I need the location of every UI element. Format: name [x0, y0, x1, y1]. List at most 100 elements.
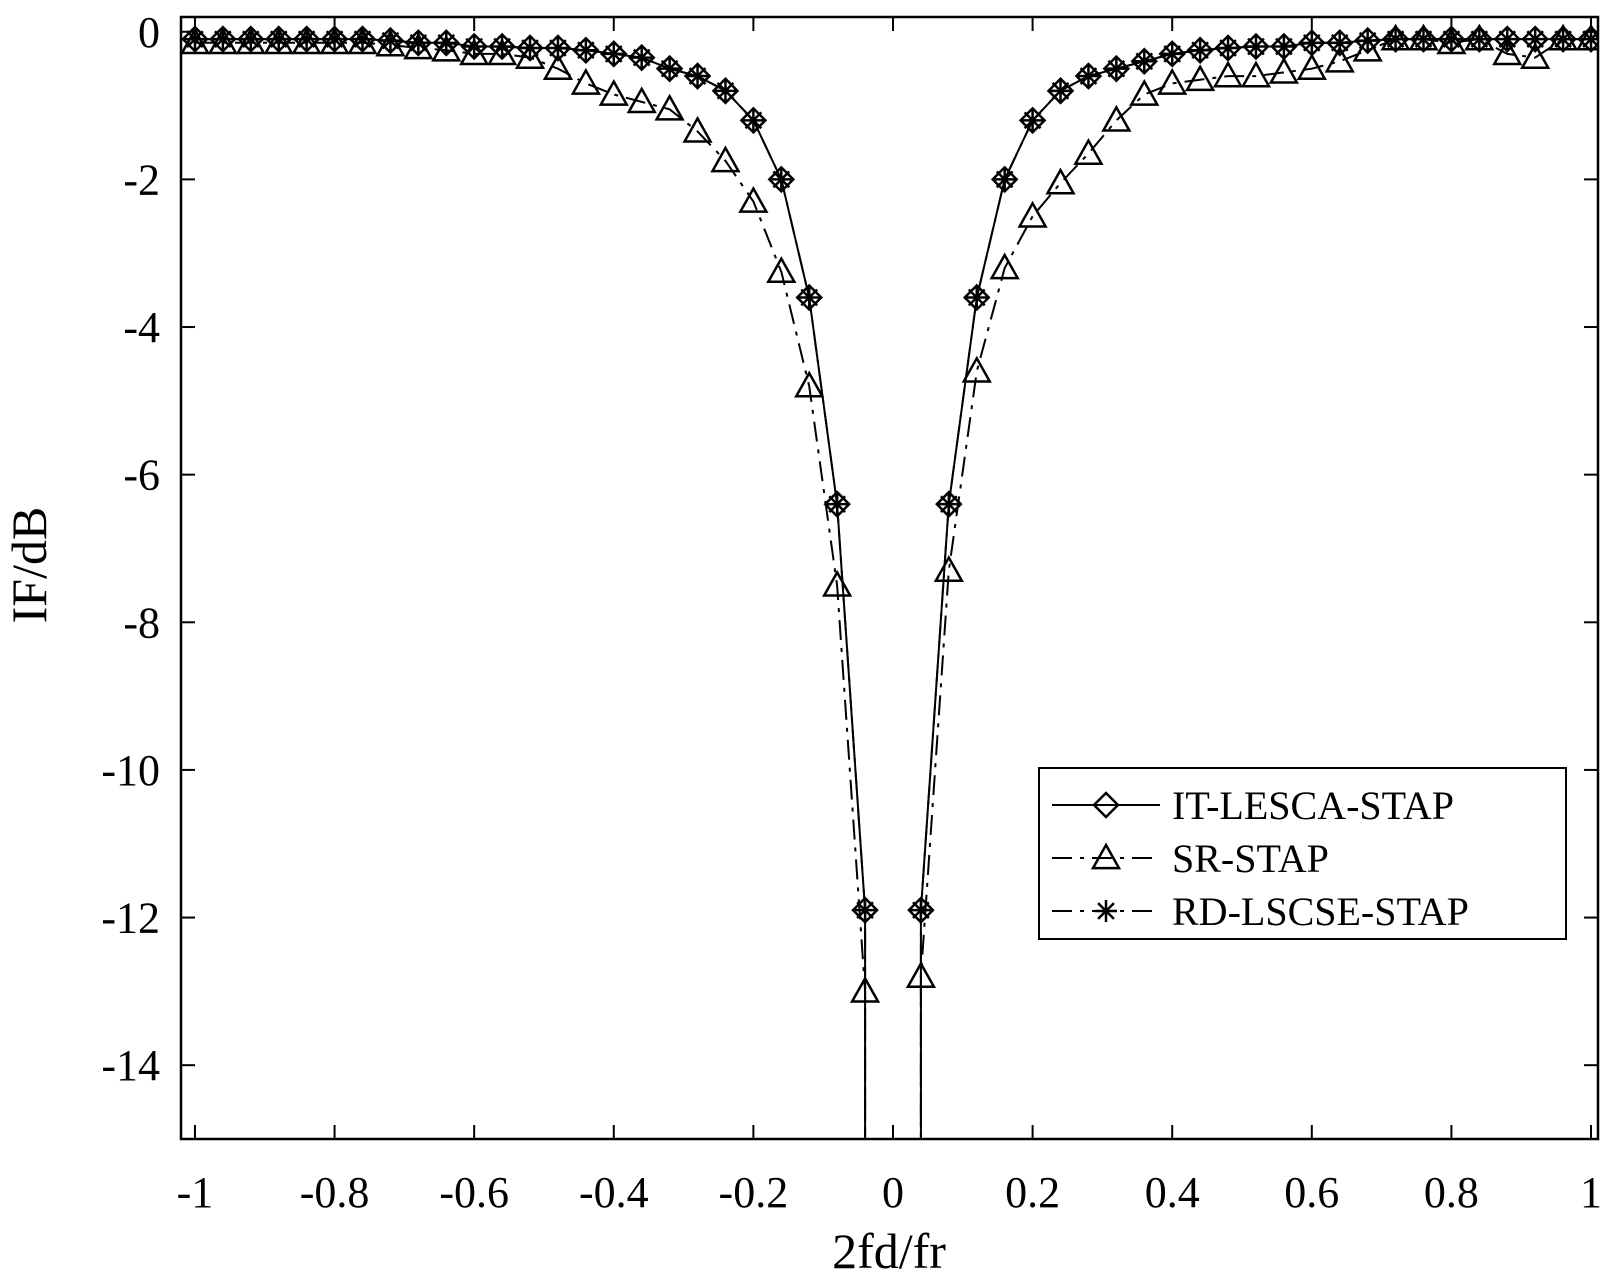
- x-tick-label: 0.4: [1145, 1168, 1200, 1217]
- data-point: [1161, 42, 1184, 65]
- legend-marker: [1095, 900, 1117, 922]
- data-point: [1496, 28, 1519, 51]
- x-tick-label: -0.8: [300, 1168, 370, 1217]
- data-point: [291, 27, 322, 55]
- data-point: [460, 32, 488, 61]
- x-tick-label: 0: [882, 1168, 904, 1217]
- data-point: [181, 27, 211, 55]
- data-point: [854, 899, 877, 922]
- y-tick-label: -6: [123, 451, 160, 500]
- data-point: [1217, 37, 1240, 60]
- data-point: [1017, 200, 1048, 228]
- data-point: [1021, 109, 1044, 132]
- legend-entry: RD-LSCSE-STAP: [1052, 889, 1469, 934]
- data-point: [1520, 42, 1551, 69]
- x-tick-label: -0.4: [579, 1168, 649, 1217]
- data-point: [626, 86, 657, 114]
- data-point: [1412, 28, 1435, 51]
- data-point: [1300, 31, 1323, 54]
- data-point: [1101, 104, 1132, 132]
- data-point: [1133, 50, 1156, 73]
- data-point: [407, 31, 430, 54]
- data-point: [1045, 167, 1076, 195]
- y-tick-label: -8: [123, 598, 160, 647]
- data-point: [1440, 28, 1463, 51]
- data-point: [1105, 57, 1128, 80]
- data-point: [962, 283, 991, 312]
- legend: IT-LESCA-STAP SR-STAP RD-LSCSE-STAP: [1038, 767, 1567, 940]
- data-point: [516, 34, 544, 62]
- y-tick-label: -12: [101, 894, 160, 943]
- data-point: [572, 36, 600, 64]
- data-point: [237, 25, 265, 53]
- data-point: [1242, 32, 1270, 61]
- data-point: [542, 53, 574, 81]
- series-line: [195, 38, 1591, 1139]
- data-point: [570, 67, 601, 95]
- data-point: [1552, 28, 1575, 51]
- x-tick-label: -1: [177, 1168, 214, 1217]
- data-point: [376, 26, 405, 55]
- data-point: [654, 93, 685, 121]
- data-point: [1356, 29, 1379, 52]
- x-tick-label: -0.6: [439, 1168, 509, 1217]
- data-point: [1158, 40, 1186, 68]
- data-point: [630, 46, 653, 69]
- legend-box: [1038, 767, 1567, 940]
- ticks-layer: -1 -0.8 -0.6 -0.4 -0.2 0 0.2 0.4 0.6 0.8 1 0 -2 -4 -6 -…: [101, 8, 1602, 1217]
- legend-label: SR-STAP: [1172, 836, 1329, 881]
- data-point: [320, 25, 349, 53]
- data-point: [710, 145, 741, 173]
- data-point: [1186, 36, 1214, 64]
- data-point: [598, 78, 629, 106]
- data-point: [267, 28, 290, 51]
- data-point: [1409, 25, 1438, 53]
- data-point: [826, 493, 849, 516]
- x-tick-label: -0.2: [719, 1168, 789, 1217]
- data-point: [1077, 65, 1100, 88]
- data-point: [658, 57, 681, 80]
- data-point: [1493, 25, 1522, 53]
- data-point: [1325, 29, 1354, 57]
- data-point: [488, 32, 516, 61]
- data-point: [546, 37, 569, 60]
- data-point: [1214, 34, 1242, 62]
- data-point: [627, 43, 656, 72]
- data-point: [798, 286, 821, 309]
- data-point: [183, 28, 206, 51]
- data-point: [909, 899, 932, 922]
- data-point: [544, 34, 572, 62]
- data-point: [1212, 60, 1244, 88]
- data-point: [235, 27, 266, 55]
- data-point: [1437, 25, 1466, 53]
- legend-label: IT-LESCA-STAP: [1172, 783, 1454, 828]
- data-point: [600, 40, 628, 68]
- y-axis-title: IF/dB: [1, 507, 57, 624]
- data-point: [795, 283, 823, 312]
- data-point: [379, 29, 402, 52]
- data-point: [1521, 25, 1549, 53]
- data-point: [263, 27, 294, 55]
- legend-marker: [1092, 791, 1120, 819]
- series-layer: [181, 23, 1598, 1139]
- data-point: [683, 62, 712, 90]
- x-tick-label: 1: [1580, 1168, 1602, 1217]
- data-point: [1189, 39, 1212, 62]
- data-point: [295, 28, 318, 51]
- data-point: [1577, 25, 1598, 53]
- data-point: [794, 370, 825, 398]
- data-point: [989, 252, 1020, 280]
- x-tick-label: 0.8: [1424, 1168, 1479, 1217]
- plot-frame: [179, 15, 1600, 1141]
- legend-label: RD-LSCSE-STAP: [1172, 889, 1469, 934]
- data-point: [491, 35, 514, 58]
- data-point: [1244, 35, 1267, 58]
- data-point: [1272, 35, 1295, 58]
- data-point: [404, 29, 433, 57]
- data-point: [1049, 79, 1072, 102]
- data-point: [1381, 25, 1410, 53]
- data-point: [851, 896, 879, 924]
- series-line: [195, 38, 1591, 1139]
- series-sr-stap: [181, 23, 1598, 1139]
